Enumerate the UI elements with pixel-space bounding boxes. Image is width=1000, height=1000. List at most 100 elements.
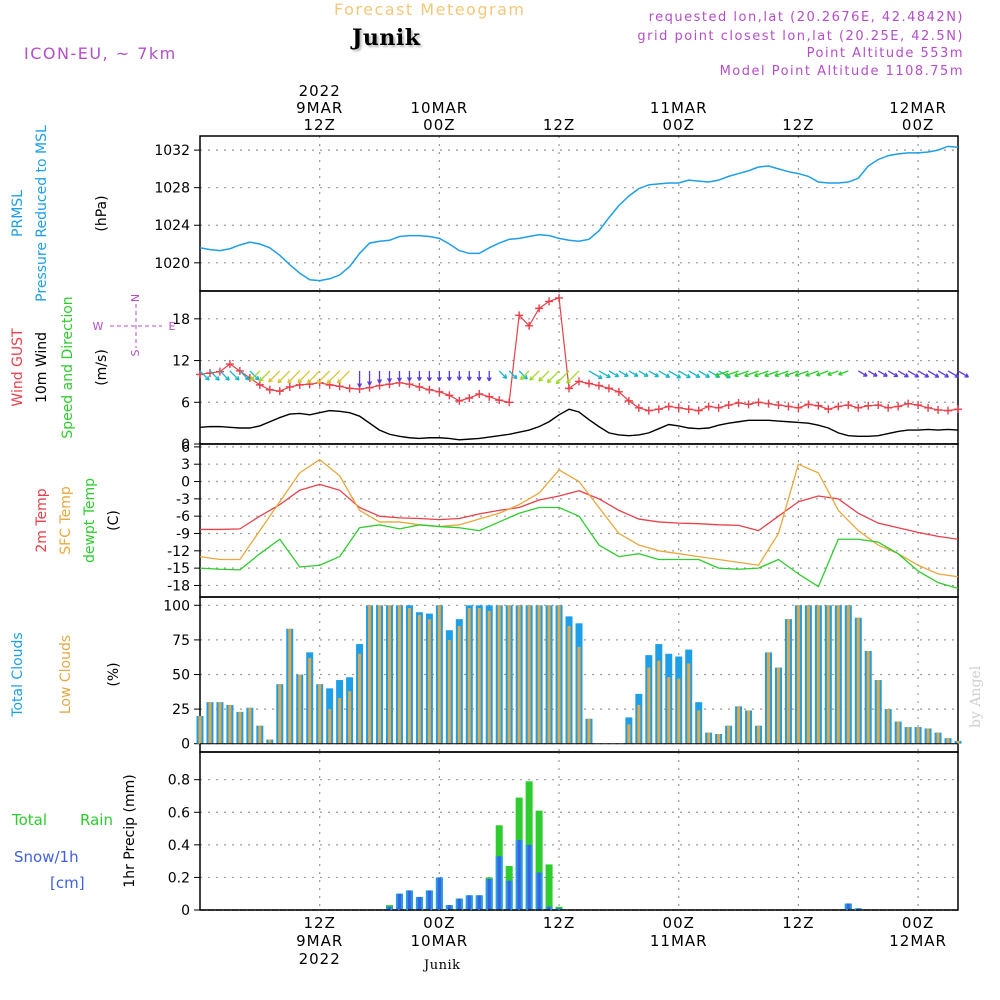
arrow-head bbox=[277, 378, 283, 384]
low-cloud-bar bbox=[577, 646, 581, 744]
y-tick-label: 0.4 bbox=[168, 838, 190, 854]
low-cloud-bar bbox=[417, 614, 421, 744]
arrow-shaft bbox=[734, 370, 749, 377]
arrow-shaft bbox=[239, 370, 250, 381]
arrow-head bbox=[714, 372, 720, 378]
temperature-axis-label: (C) bbox=[106, 510, 122, 531]
arrow-head bbox=[944, 373, 950, 378]
gust-marker bbox=[774, 401, 783, 410]
arrow-shaft bbox=[805, 370, 819, 377]
time-label-top: 10MAR bbox=[411, 99, 469, 117]
gust-marker bbox=[285, 382, 294, 391]
wind-direction-arrow bbox=[520, 370, 530, 381]
low-cloud-bar bbox=[328, 709, 332, 744]
time-label-bottom: 12Z bbox=[543, 914, 575, 932]
arrow-head bbox=[624, 372, 629, 377]
low-cloud-bar bbox=[747, 710, 751, 744]
temperature-axis-label: SFC Temp bbox=[58, 486, 74, 555]
gust-line bbox=[199, 297, 959, 412]
pressure-axis-label: Pressure Reduced to MSL bbox=[34, 125, 50, 302]
wind-direction-arrow bbox=[307, 370, 321, 384]
arrow-shaft bbox=[827, 370, 839, 376]
gust-marker bbox=[954, 405, 962, 414]
y-tick-label: 0.2 bbox=[168, 870, 190, 886]
gust-marker bbox=[844, 401, 853, 410]
low-cloud-bar bbox=[806, 605, 810, 744]
low-cloud-bar bbox=[507, 605, 511, 744]
wind-direction-arrow bbox=[367, 370, 373, 386]
time-label-top: 00Z bbox=[902, 116, 934, 134]
low-cloud-bar bbox=[786, 619, 790, 744]
gust-marker bbox=[654, 405, 663, 414]
wind-direction-arrow bbox=[566, 370, 580, 384]
arrow-head bbox=[904, 373, 909, 378]
gust-marker bbox=[445, 391, 454, 400]
wind-direction-arrow bbox=[466, 370, 472, 381]
arrow-shaft bbox=[518, 370, 528, 380]
low-cloud-bar bbox=[687, 663, 691, 744]
arrow-shaft bbox=[774, 370, 789, 377]
temperature-axis-label: dewpt Temp bbox=[82, 478, 98, 563]
wind-direction-arrow bbox=[357, 370, 363, 388]
time-label-top: 9MAR bbox=[296, 99, 343, 117]
time-label-bottom: 11MAR bbox=[650, 932, 708, 950]
arrow-shaft bbox=[658, 370, 670, 378]
gust-marker bbox=[505, 398, 514, 407]
time-label-top: 00Z bbox=[663, 116, 695, 134]
low-cloud-bar bbox=[348, 691, 352, 744]
low-cloud-bar bbox=[896, 721, 900, 744]
snow-depth-bar bbox=[388, 906, 391, 910]
wind-direction-arrow bbox=[249, 370, 260, 381]
time-label-top: 12MAR bbox=[889, 99, 947, 117]
arrow-head bbox=[244, 375, 250, 381]
snow-depth-bar bbox=[557, 908, 561, 910]
y-tick-label: 1024 bbox=[154, 218, 190, 234]
arrow-shaft bbox=[249, 370, 260, 381]
arrow-shaft bbox=[326, 370, 341, 384]
arrow-shaft bbox=[857, 370, 868, 377]
snow-depth-bar bbox=[537, 872, 541, 910]
wind-axis-label: Speed and Direction bbox=[60, 296, 76, 438]
compass-north: N bbox=[129, 294, 142, 302]
arrow-shaft bbox=[795, 370, 809, 377]
snow-depth-bar bbox=[846, 903, 850, 910]
arrow-head bbox=[486, 377, 492, 382]
low-cloud-bar bbox=[637, 704, 641, 744]
wind-direction-arrow bbox=[857, 370, 868, 377]
wind-direction-arrow bbox=[229, 370, 240, 381]
wind-direction-arrow bbox=[297, 370, 311, 384]
arrow-shaft bbox=[838, 370, 849, 376]
rain-bar bbox=[535, 810, 543, 910]
gust-marker bbox=[485, 392, 494, 401]
arrow-head bbox=[538, 377, 543, 382]
time-label-bottom: 12Z bbox=[782, 914, 814, 932]
snow-depth-bar bbox=[467, 895, 471, 910]
wind-direction-arrow bbox=[638, 370, 649, 377]
y-tick-label: 75 bbox=[172, 633, 190, 649]
gust-marker bbox=[265, 385, 274, 394]
low-cloud-bar bbox=[378, 605, 382, 744]
arrow-head bbox=[416, 376, 422, 381]
gust-marker bbox=[515, 311, 524, 320]
snow-depth-bar bbox=[437, 877, 441, 910]
wind-direction-arrow bbox=[199, 370, 210, 381]
low-cloud-bar bbox=[886, 709, 890, 744]
y-tick-label: 100 bbox=[163, 598, 190, 614]
arrow-head bbox=[964, 373, 969, 378]
gust-marker bbox=[415, 382, 424, 391]
gust-marker bbox=[874, 401, 883, 410]
wind-direction-arrow bbox=[476, 370, 482, 381]
wind-direction-arrow bbox=[546, 370, 560, 384]
gust-marker bbox=[565, 384, 574, 393]
snow-depth-bar bbox=[407, 890, 411, 910]
wind-direction-arrow bbox=[957, 370, 969, 378]
arrow-shaft bbox=[250, 370, 261, 381]
chart-title: Forecast Meteogram bbox=[334, 0, 526, 19]
arrow-head bbox=[954, 373, 960, 378]
compass-west: W bbox=[93, 320, 104, 333]
gust-marker bbox=[465, 394, 474, 403]
arrow-shaft bbox=[588, 370, 603, 380]
grid-point-coordinates: grid point closest lon,lat (20.25E, 42.5… bbox=[637, 29, 964, 44]
wind-direction-arrow bbox=[268, 370, 281, 383]
y-tick-label: 25 bbox=[172, 702, 190, 718]
